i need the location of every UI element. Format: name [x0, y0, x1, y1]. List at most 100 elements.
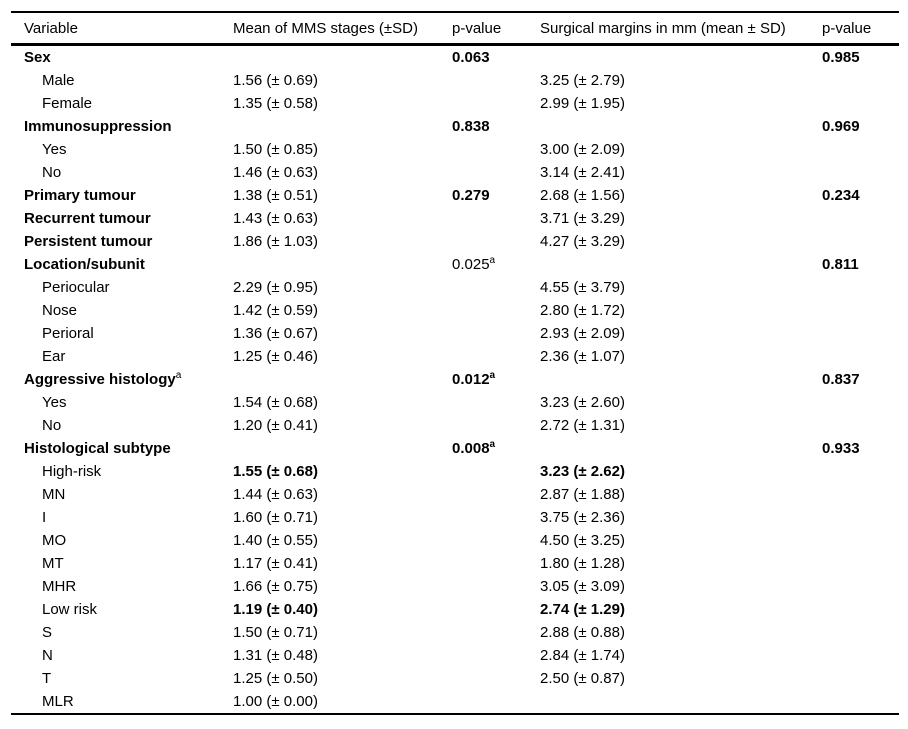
cell-text: 1.44 (± 0.63) — [233, 486, 318, 503]
table-row: Primary tumour 1.38 (± 0.51) 0.279 2.68 (± … — [11, 184, 899, 207]
cell-variable: MLR — [11, 690, 233, 714]
cell-margins: 2.88 (± 0.88) — [540, 621, 822, 644]
cell-margins — [540, 437, 822, 460]
cell-variable: Persistent tumour — [11, 230, 233, 253]
cell-text: 0.933 — [822, 440, 860, 457]
cell-text: 1.31 (± 0.48) — [233, 647, 318, 664]
cell-margins: 2.99 (± 1.95) — [540, 92, 822, 115]
col-header-variable: Variable — [24, 19, 78, 37]
cell-text: MN — [42, 486, 66, 503]
cell-mms — [233, 115, 452, 138]
cell-p2 — [822, 69, 899, 92]
cell-text: Ear — [42, 348, 66, 365]
cell-p1 — [452, 92, 540, 115]
cell-text: 2.93 (± 2.09) — [540, 325, 625, 342]
cell-text: 1.56 (± 0.69) — [233, 72, 318, 89]
cell-text: 3.75 (± 2.36) — [540, 509, 625, 526]
table-row: MLR 1.00 (± 0.00) — [11, 690, 899, 714]
footnote-marker: a — [489, 370, 496, 381]
cell-text: 3.14 (± 2.41) — [540, 164, 625, 181]
cell-mms: 1.56 (± 0.69) — [233, 69, 452, 92]
cell-margins — [540, 45, 822, 70]
cell-text: 1.50 (± 0.85) — [233, 141, 318, 158]
table-row: Low risk 1.19 (± 0.40) 2.74 (± 1.29) — [11, 598, 899, 621]
cell-mms: 1.25 (± 0.50) — [233, 667, 452, 690]
cell-p2 — [822, 230, 899, 253]
cell-p1 — [452, 345, 540, 368]
cell-margins: 2.68 (± 1.56) — [540, 184, 822, 207]
cell-text: 4.27 (± 3.29) — [540, 233, 625, 250]
cell-p2 — [822, 92, 899, 115]
cell-text: No — [42, 417, 62, 434]
cell-text: Low risk — [42, 601, 98, 618]
cell-variable: Female — [11, 92, 233, 115]
cell-text: Primary tumour — [24, 187, 136, 204]
table-row: N 1.31 (± 0.48) 2.84 (± 1.74) — [11, 644, 899, 667]
table-row: Male 1.56 (± 0.69) 3.25 (± 2.79) — [11, 69, 899, 92]
cell-text: 2.68 (± 1.56) — [540, 187, 625, 204]
cell-variable: Yes — [11, 391, 233, 414]
cell-p2 — [822, 667, 899, 690]
cell-p2 — [822, 414, 899, 437]
cell-p2 — [822, 506, 899, 529]
cell-margins: 2.80 (± 1.72) — [540, 299, 822, 322]
cell-p2 — [822, 322, 899, 345]
table-row: Nose 1.42 (± 0.59) 2.80 (± 1.72) — [11, 299, 899, 322]
table-row: MHR 1.66 (± 0.75) 3.05 (± 3.09) — [11, 575, 899, 598]
table-row: Female 1.35 (± 0.58) 2.99 (± 1.95) — [11, 92, 899, 115]
cell-text: 0.969 — [822, 118, 860, 135]
cell-p1: 0.063 — [452, 45, 540, 70]
table-row: Location/subunit 0.025a 0.811 — [11, 253, 899, 276]
cell-mms: 1.38 (± 0.51) — [233, 184, 452, 207]
cell-variable: S — [11, 621, 233, 644]
cell-mms: 1.20 (± 0.41) — [233, 414, 452, 437]
cell-p2 — [822, 483, 899, 506]
cell-text: Male — [42, 72, 75, 89]
cell-p1 — [452, 299, 540, 322]
cell-variable: Recurrent tumour — [11, 207, 233, 230]
cell-text: 1.60 (± 0.71) — [233, 509, 318, 526]
cell-p2 — [822, 575, 899, 598]
cell-p1 — [452, 644, 540, 667]
cell-text: 1.46 (± 0.63) — [233, 164, 318, 181]
cell-mms: 1.36 (± 0.67) — [233, 322, 452, 345]
cell-p1: 0.012a — [452, 368, 540, 391]
cell-mms: 1.35 (± 0.58) — [233, 92, 452, 115]
cell-text: 2.29 (± 0.95) — [233, 279, 318, 296]
cell-text: 2.72 (± 1.31) — [540, 417, 625, 434]
cell-text: No — [42, 164, 62, 181]
cell-margins: 2.93 (± 2.09) — [540, 322, 822, 345]
cell-variable: MHR — [11, 575, 233, 598]
footnote-marker: a — [489, 255, 496, 266]
cell-margins: 3.71 (± 3.29) — [540, 207, 822, 230]
cell-mms — [233, 45, 452, 70]
cell-text: 2.74 (± 1.29) — [540, 601, 625, 618]
cell-p2 — [822, 391, 899, 414]
cell-text: 3.00 (± 2.09) — [540, 141, 625, 158]
cell-p2 — [822, 552, 899, 575]
cell-text: 2.84 (± 1.74) — [540, 647, 625, 664]
mms-statistics-table: Variable Mean of MMS stages (±SD) p-valu… — [11, 11, 899, 715]
cell-mms: 1.43 (± 0.63) — [233, 207, 452, 230]
cell-mms: 1.86 (± 1.03) — [233, 230, 452, 253]
cell-text: 0.008 — [452, 440, 490, 457]
cell-text: Aggressive histology — [24, 371, 176, 388]
cell-text: S — [42, 624, 53, 641]
cell-p1 — [452, 69, 540, 92]
col-header-surgical-margins: Surgical margins in mm (mean ± SD) — [540, 19, 786, 37]
cell-text: 1.43 (± 0.63) — [233, 210, 318, 227]
cell-margins: 2.74 (± 1.29) — [540, 598, 822, 621]
table-row: Periocular 2.29 (± 0.95) 4.55 (± 3.79) — [11, 276, 899, 299]
cell-margins: 3.75 (± 2.36) — [540, 506, 822, 529]
cell-variable: I — [11, 506, 233, 529]
cell-text: 1.54 (± 0.68) — [233, 394, 318, 411]
cell-text: 1.55 (± 0.68) — [233, 463, 318, 480]
cell-text: 1.25 (± 0.46) — [233, 348, 318, 365]
cell-text: 3.71 (± 3.29) — [540, 210, 625, 227]
cell-text: 0.234 — [822, 187, 860, 204]
cell-text: 3.23 (± 2.62) — [540, 463, 625, 480]
cell-p1 — [452, 483, 540, 506]
cell-text: Immunosuppression — [24, 118, 172, 135]
cell-text: 0.025 — [452, 256, 490, 273]
cell-margins: 2.72 (± 1.31) — [540, 414, 822, 437]
